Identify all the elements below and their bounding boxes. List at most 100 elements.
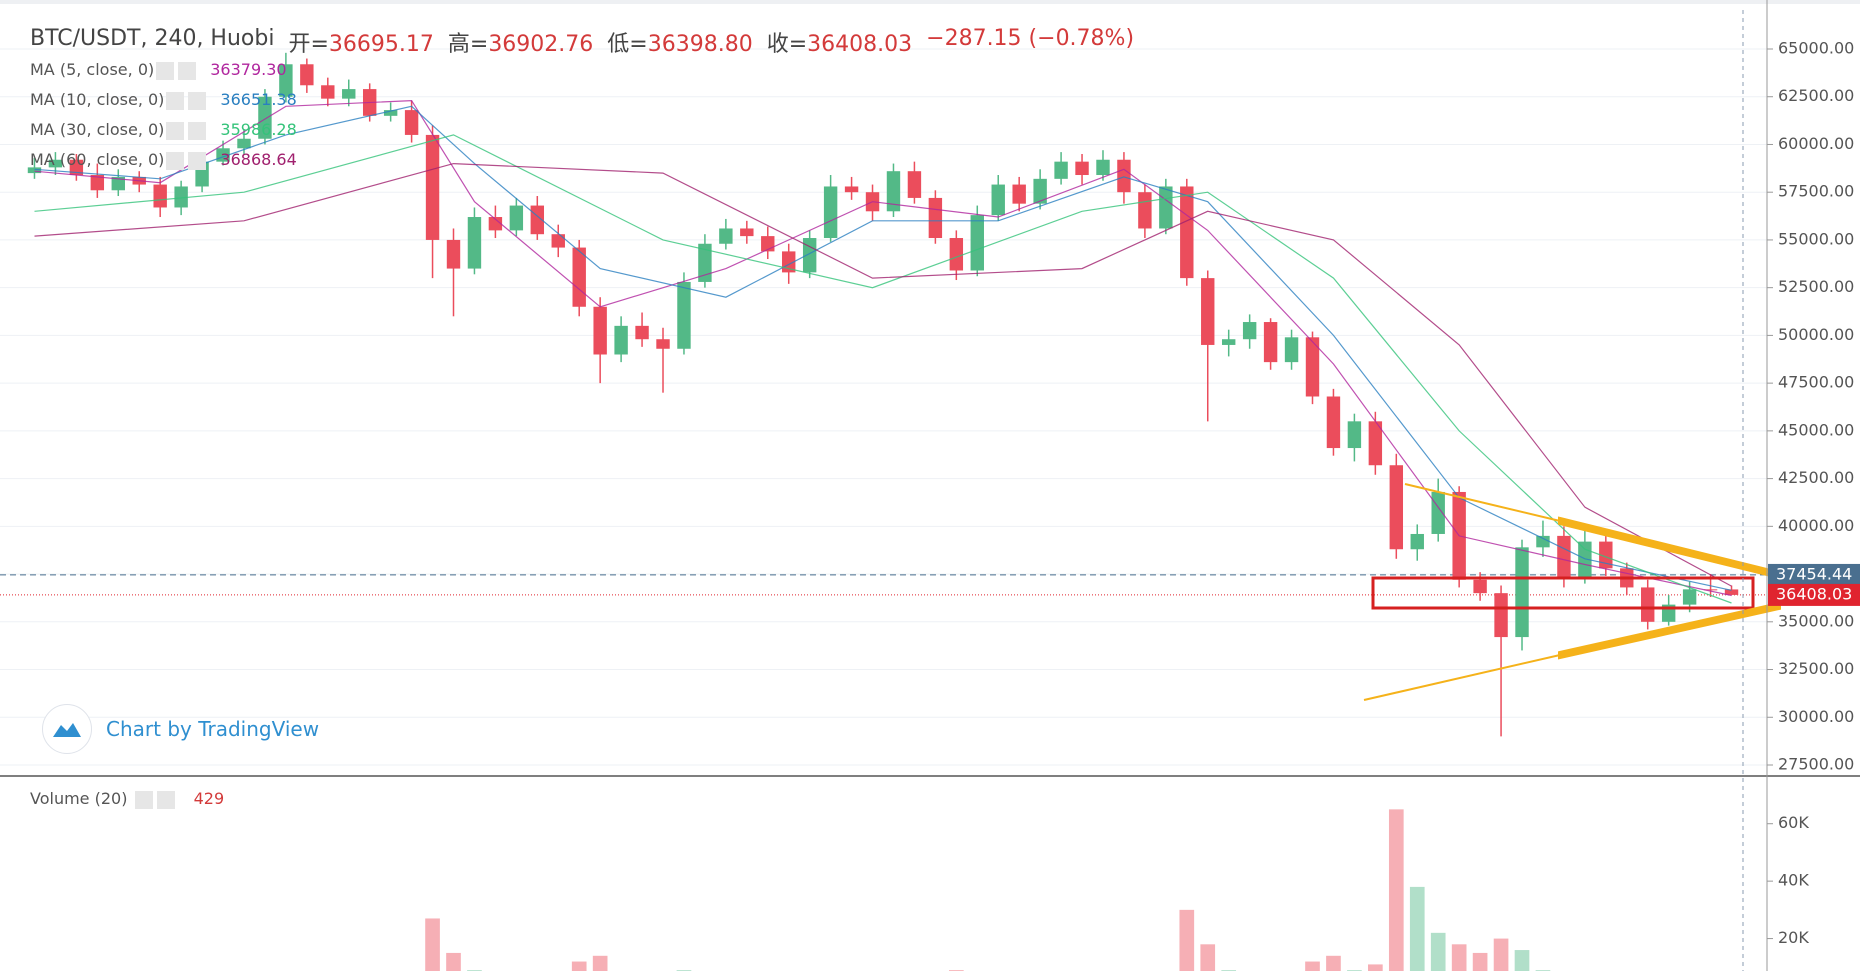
y-tick-label: 42500.00 bbox=[1778, 468, 1854, 487]
price-pane bbox=[27, 52, 1739, 737]
candle-body bbox=[321, 85, 335, 99]
volume-bar bbox=[592, 955, 608, 971]
price-tag-label: 37454.44 bbox=[1776, 564, 1852, 583]
volume-bar bbox=[1326, 955, 1341, 971]
ma-legend-row[interactable]: MA (5, close, 0) 36379.30 bbox=[30, 60, 287, 80]
candle-body bbox=[425, 134, 440, 240]
price-tag bbox=[1768, 563, 1860, 586]
candle-body bbox=[1075, 161, 1089, 176]
ohlc-value: 36408.03 bbox=[807, 32, 913, 57]
y-tick-label: 62500.00 bbox=[1778, 86, 1854, 105]
ma-name: MA (5, close, 0) bbox=[30, 60, 155, 79]
candle-body bbox=[1159, 186, 1173, 229]
ma-legend-row[interactable]: MA (30, close, 0) 35986.28 bbox=[30, 120, 297, 140]
candle-body bbox=[404, 110, 419, 135]
close-icon bbox=[188, 91, 207, 110]
candle-body bbox=[823, 186, 838, 239]
settings-icon[interactable] bbox=[134, 790, 153, 809]
y-tick-label: 45000.00 bbox=[1778, 420, 1854, 439]
candle-body bbox=[677, 281, 691, 349]
candle-body bbox=[300, 64, 314, 86]
candle-body bbox=[258, 96, 272, 139]
ohlc-value: 36398.80 bbox=[647, 32, 753, 57]
top-bar bbox=[0, 0, 1860, 4]
watermark[interactable]: Chart by TradingView bbox=[42, 704, 319, 754]
ohlc: 开=36695.17 高=36902.76 低=36398.80 收=36408.03 bbox=[288, 26, 912, 58]
y-tick-label: 50000.00 bbox=[1778, 325, 1854, 344]
ohlc-label: 高= bbox=[447, 32, 489, 57]
settings-icon bbox=[166, 121, 185, 140]
candle-body bbox=[1599, 541, 1613, 569]
volume-legend: Volume (20) 429 bbox=[30, 789, 224, 809]
y-tick-label: 32500.00 bbox=[1778, 659, 1854, 678]
ma-value: 36651.38 bbox=[220, 90, 297, 109]
candle-body bbox=[635, 325, 649, 340]
volume-last: 429 bbox=[193, 789, 225, 808]
range-box bbox=[1371, 576, 1755, 610]
y-tick-label: 27500.00 bbox=[1778, 755, 1854, 774]
volume-bar bbox=[1430, 932, 1446, 971]
volume-bar bbox=[1451, 944, 1467, 971]
y-tick-label: 52500.00 bbox=[1778, 277, 1854, 296]
volume-bar bbox=[1368, 964, 1383, 971]
ma-line bbox=[34, 99, 1732, 597]
volume-bar bbox=[1514, 950, 1530, 971]
candle-body bbox=[1201, 278, 1215, 345]
ma-legend-row[interactable]: MA (10, close, 0) 36651.38 bbox=[30, 90, 297, 110]
y-tick-label: 35000.00 bbox=[1778, 611, 1854, 630]
ma-legend-row[interactable]: MA (60, close, 0) 36868.64 bbox=[30, 150, 297, 170]
close-icon[interactable] bbox=[156, 790, 175, 809]
ma-name: MA (10, close, 0) bbox=[30, 90, 165, 109]
volume-bar bbox=[571, 961, 587, 971]
candle-body bbox=[1368, 421, 1383, 466]
candle-body bbox=[237, 138, 251, 149]
candle-body bbox=[593, 306, 607, 355]
ohlc-label: 低= bbox=[607, 32, 648, 57]
candle-body bbox=[949, 238, 964, 271]
candle-body bbox=[509, 205, 524, 231]
volume-title[interactable]: Volume (20) bbox=[30, 789, 128, 808]
logo-icon bbox=[42, 704, 92, 754]
candle-body bbox=[1138, 192, 1152, 229]
volume-bar bbox=[1179, 909, 1195, 971]
volume-bar bbox=[446, 952, 461, 971]
candle-body bbox=[1033, 178, 1047, 204]
ma-name: MA (60, close, 0) bbox=[30, 150, 165, 169]
candle-body bbox=[1515, 547, 1529, 638]
candle-body bbox=[1347, 421, 1362, 449]
ohlc-value: 36902.76 bbox=[488, 32, 594, 57]
candle-body bbox=[27, 167, 42, 174]
ohlc-item: 低=36398.80 bbox=[607, 26, 752, 58]
candle-body bbox=[1284, 337, 1299, 363]
candle-body bbox=[111, 176, 125, 191]
price-axis: 65000.00 62500.00 60000.00 57500.00 55000.00… bbox=[1767, 39, 1860, 947]
candle-body bbox=[1724, 589, 1739, 595]
y-tick-label: 20K bbox=[1778, 928, 1809, 947]
ohlc-value: 36695.17 bbox=[328, 32, 434, 57]
trend-arrow-upper bbox=[1558, 516, 1781, 580]
ohlc-label: 收= bbox=[766, 32, 808, 57]
volume-bar bbox=[1472, 952, 1488, 971]
candle-body bbox=[1473, 579, 1487, 594]
header: BTC/USDT, 240, Huobi 开=36695.17 高=36902.7… bbox=[30, 26, 1134, 58]
candle-body bbox=[1263, 322, 1278, 363]
candle-body bbox=[69, 159, 84, 176]
close-icon bbox=[188, 151, 207, 170]
watermark-text: Chart by TradingView bbox=[106, 717, 320, 741]
candle-body bbox=[844, 186, 859, 193]
symbol[interactable]: BTC/USDT, 240, Huobi bbox=[30, 26, 275, 51]
change: −287.15 (−0.78%) bbox=[926, 26, 1135, 51]
close-icon bbox=[178, 61, 197, 80]
ohlc-item: 开=36695.17 bbox=[288, 26, 433, 58]
candle-body bbox=[1221, 339, 1236, 345]
ma-value: 36379.30 bbox=[210, 60, 287, 79]
candle-body bbox=[1682, 589, 1697, 605]
candle-body bbox=[719, 228, 733, 244]
candle-body bbox=[1242, 322, 1257, 340]
candle-body bbox=[1096, 159, 1110, 176]
candle-body bbox=[928, 197, 943, 239]
price-tag-label: 36408.03 bbox=[1776, 584, 1852, 603]
volume-bar bbox=[1388, 809, 1404, 971]
candle-body bbox=[153, 184, 167, 208]
